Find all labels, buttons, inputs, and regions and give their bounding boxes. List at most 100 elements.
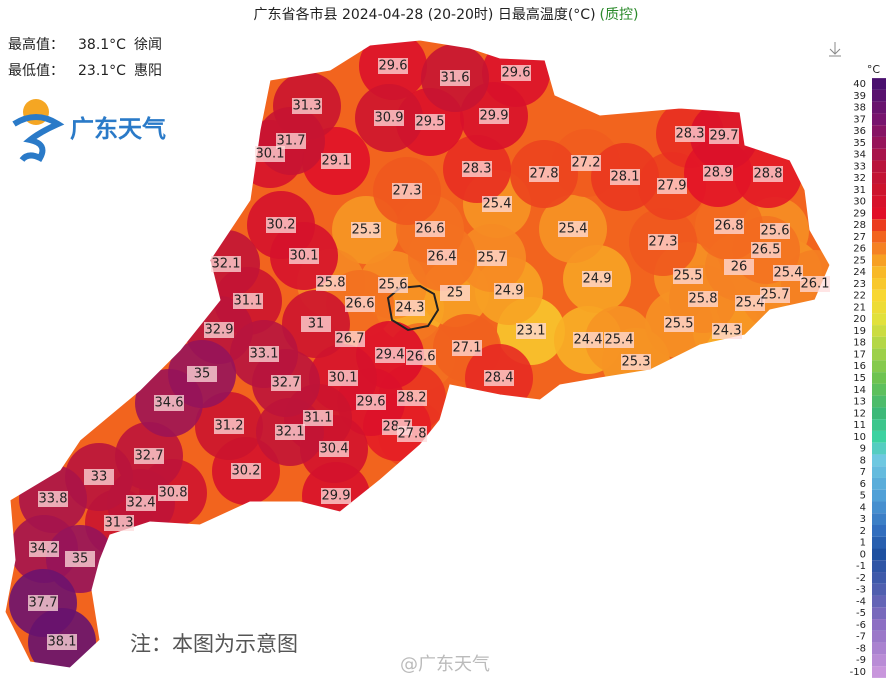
legend-swatch: [872, 183, 886, 196]
legend-swatch: [872, 607, 886, 620]
legend-swatch: [872, 619, 886, 631]
station-value: 25.4: [483, 197, 512, 212]
station-value: 27.2: [572, 156, 601, 171]
station-value: 25.7: [478, 251, 507, 266]
stats: 最高值： 38.1°C 徐闻 最低值： 23.1°C 惠阳: [8, 36, 162, 79]
label-bg: [703, 165, 733, 181]
station-value: 28.3: [463, 162, 492, 177]
label-bg: [154, 395, 184, 411]
label-bg: [335, 331, 365, 347]
legend-tick: 8: [860, 455, 866, 466]
label-bg: [303, 410, 333, 426]
label-bg: [271, 375, 301, 391]
label-bg: [712, 323, 742, 339]
legend-tick: 12: [853, 408, 866, 419]
station-value: 25.5: [665, 317, 694, 332]
legend-tick: 40: [853, 79, 866, 90]
station-value: 24.9: [495, 284, 524, 299]
legend-tick: 1: [860, 538, 866, 549]
station-value: 30.2: [232, 464, 261, 479]
station-value: 27.9: [658, 179, 687, 194]
label-bg: [751, 242, 781, 258]
legend-swatch: [872, 583, 886, 596]
unit: °C: [109, 37, 126, 53]
legend-tick: 17: [853, 349, 866, 360]
legend-tick: 23: [853, 279, 866, 290]
watermark: @广东天气: [400, 654, 490, 675]
legend-swatch: [872, 654, 886, 667]
station-value: 29.7: [710, 129, 739, 144]
station-value: 25.4: [605, 333, 634, 348]
label-bg: [65, 551, 95, 567]
station-value: 33.8: [39, 492, 68, 507]
legend-tick: -1: [856, 561, 866, 572]
label-bg: [395, 300, 425, 316]
legend-swatch: [872, 595, 886, 608]
legend-swatch: [872, 195, 886, 208]
legend-swatch: [872, 395, 886, 408]
station-value: 25: [447, 286, 464, 301]
station-value: 34.2: [30, 542, 59, 557]
label-bg: [800, 276, 830, 292]
legend-tick: 13: [853, 397, 866, 408]
legend-tick: -4: [856, 596, 866, 607]
station-value: 29.1: [322, 154, 351, 169]
legend-swatch: [872, 348, 886, 361]
station-value: 23.1: [517, 324, 546, 339]
label-bg: [558, 221, 588, 237]
legend-tick: 21: [853, 302, 866, 313]
station-value: 31.1: [234, 294, 263, 309]
label-bg: [316, 275, 346, 291]
legend-tick: 33: [853, 161, 866, 172]
unit: °C: [109, 63, 126, 79]
legend-swatch: [872, 266, 886, 279]
station-value: 31.7: [277, 134, 306, 149]
label-bg: [724, 259, 754, 275]
station-value: 29.9: [480, 109, 509, 124]
label-bg: [356, 394, 386, 410]
title: 广东省各市县 2024-04-28 (20-20时) 日最高温度(°C) (质控): [254, 6, 639, 23]
legend-tick: 9: [860, 444, 866, 455]
label-bg: [47, 634, 77, 650]
station-value: 38.1: [48, 635, 77, 650]
station-value: 28.2: [398, 391, 427, 406]
label-bg: [126, 495, 156, 511]
label-bg: [760, 287, 790, 303]
station-value: 32.7: [135, 449, 164, 464]
station-value: 31: [308, 317, 325, 332]
station-value: 30.4: [320, 442, 349, 457]
logo: 广东天气: [12, 99, 166, 162]
download-icon[interactable]: [829, 42, 841, 57]
legend-swatch: [872, 278, 886, 290]
station-value: 24.3: [713, 324, 742, 339]
label-bg: [529, 166, 559, 182]
legend-tick: 34: [853, 150, 866, 161]
label-bg: [375, 347, 405, 363]
label-bg: [289, 248, 319, 264]
legend-tick: 10: [853, 432, 866, 443]
station-value: 30.9: [375, 111, 404, 126]
station-value: 26.6: [416, 222, 445, 237]
label-bg: [211, 256, 241, 272]
station-value: 30.8: [159, 486, 188, 501]
legend-tick: 30: [853, 197, 866, 208]
station-value: 31.2: [215, 419, 244, 434]
legend-swatch: [872, 207, 886, 220]
legend-tick: -3: [856, 585, 866, 596]
label-bg: [276, 133, 306, 149]
legend-swatch: [872, 89, 886, 102]
label-bg: [760, 223, 790, 239]
legend-swatch: [872, 125, 886, 137]
label-bg: [38, 491, 68, 507]
label-bg: [292, 98, 322, 114]
station-value: 34.6: [155, 396, 184, 411]
label-bg: [301, 316, 331, 332]
qc-tag: (质控): [600, 7, 639, 23]
legend-swatch: [872, 501, 886, 514]
label-bg: [462, 161, 492, 177]
label-bg: [249, 346, 279, 362]
legend-tick: 14: [853, 385, 866, 396]
label-bg: [673, 268, 703, 284]
label-bg: [351, 222, 381, 238]
legend-swatch: [872, 430, 886, 443]
